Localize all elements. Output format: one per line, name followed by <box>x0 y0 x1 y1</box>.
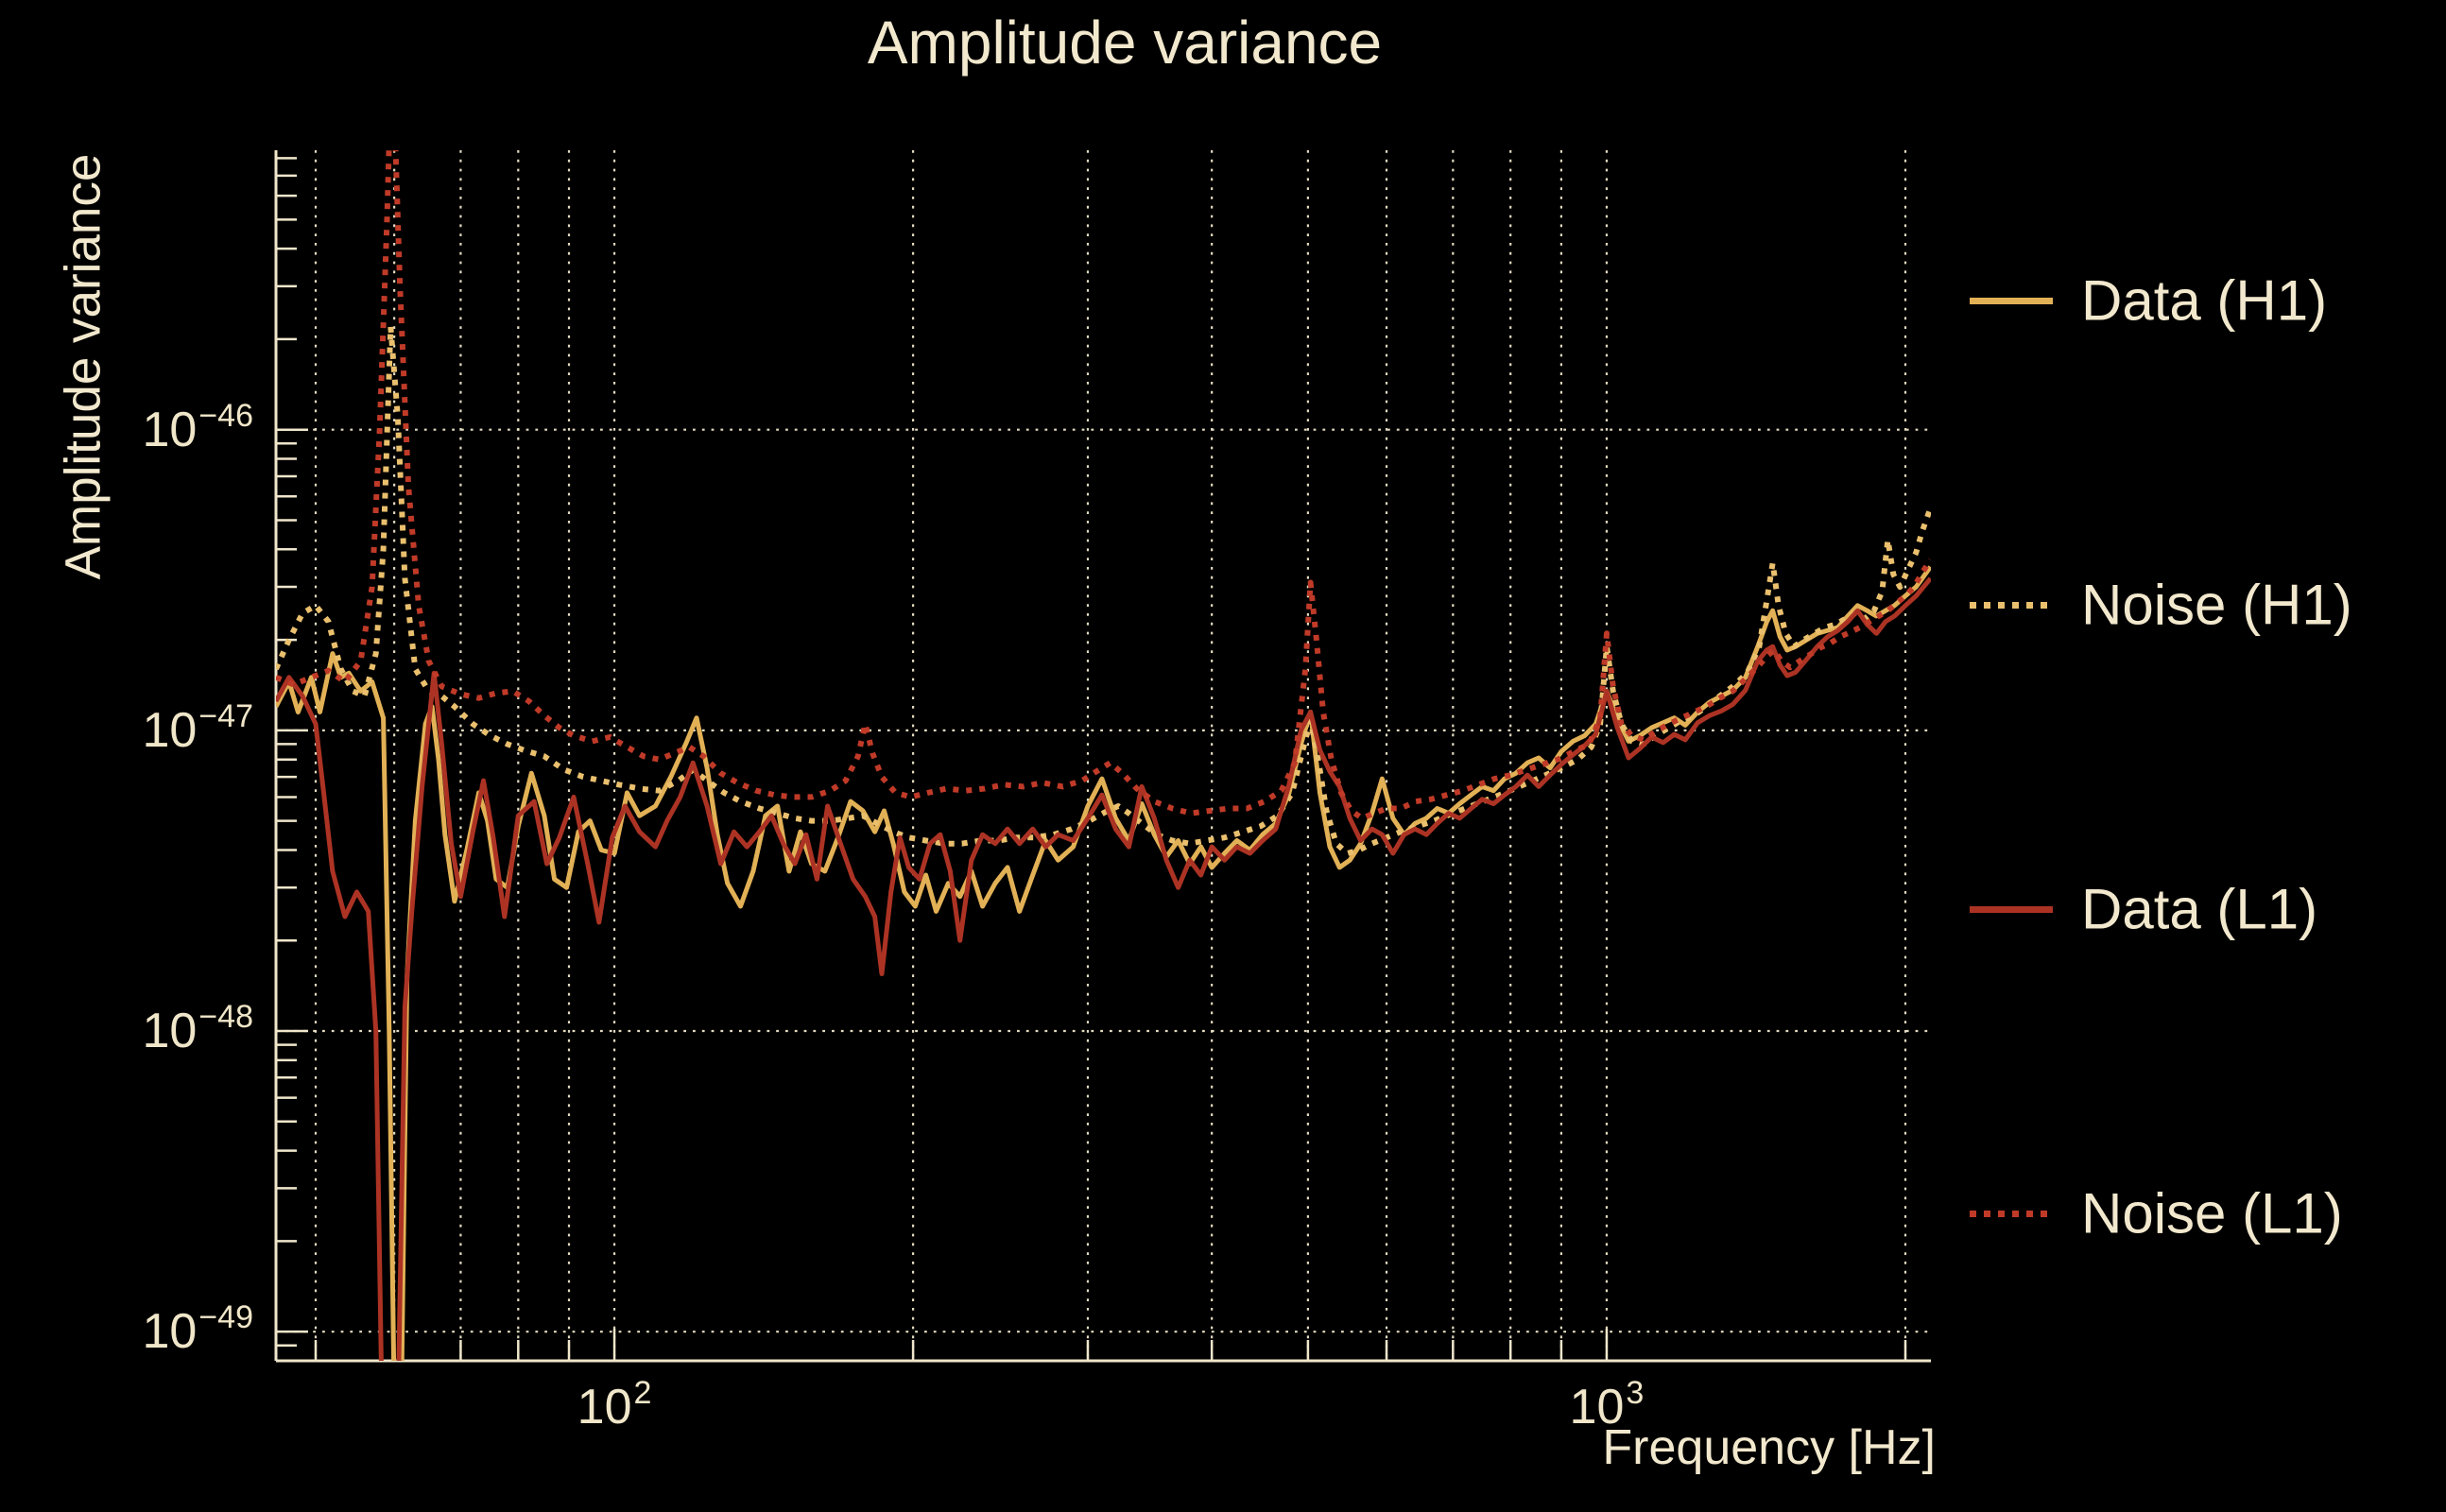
legend-line-dotted-red-icon <box>1968 1207 2055 1220</box>
y-tick-label: 10−49 <box>142 1299 253 1360</box>
legend-item-data-l1: Data (L1) <box>1968 877 2317 942</box>
legend-label: Noise (L1) <box>2081 1181 2343 1246</box>
legend-label: Data (L1) <box>2081 877 2318 941</box>
x-tick-label: 103 <box>1569 1374 1645 1435</box>
y-axis-label: Amplitude variance <box>55 153 112 580</box>
legend-label: Data (H1) <box>2081 268 2328 333</box>
series-line-data-h1- <box>276 565 1931 1361</box>
legend-label: Noise (H1) <box>2081 573 2352 637</box>
chart-title: Amplitude variance <box>867 9 1383 77</box>
series-line-data-l1- <box>276 576 1931 1361</box>
series-line-noise-h1- <box>276 323 1931 856</box>
legend-line-solid-gold-icon <box>1968 294 2055 307</box>
x-axis-label: Frequency [Hz] <box>1602 1420 1936 1475</box>
x-tick-label: 102 <box>577 1374 652 1435</box>
legend-item-noise-h1: Noise (H1) <box>1968 573 2352 638</box>
y-tick-label: 10−46 <box>142 397 253 457</box>
legend-item-data-h1: Data (H1) <box>1968 268 2327 334</box>
y-tick-label: 10−47 <box>142 697 253 758</box>
legend-line-solid-red-icon <box>1968 902 2055 916</box>
legend-line-dotted-gold-icon <box>1968 598 2055 611</box>
series-line-noise-l1- <box>276 150 1931 821</box>
y-tick-label: 10−48 <box>142 998 253 1058</box>
legend-item-noise-l1: Noise (L1) <box>1968 1181 2343 1246</box>
